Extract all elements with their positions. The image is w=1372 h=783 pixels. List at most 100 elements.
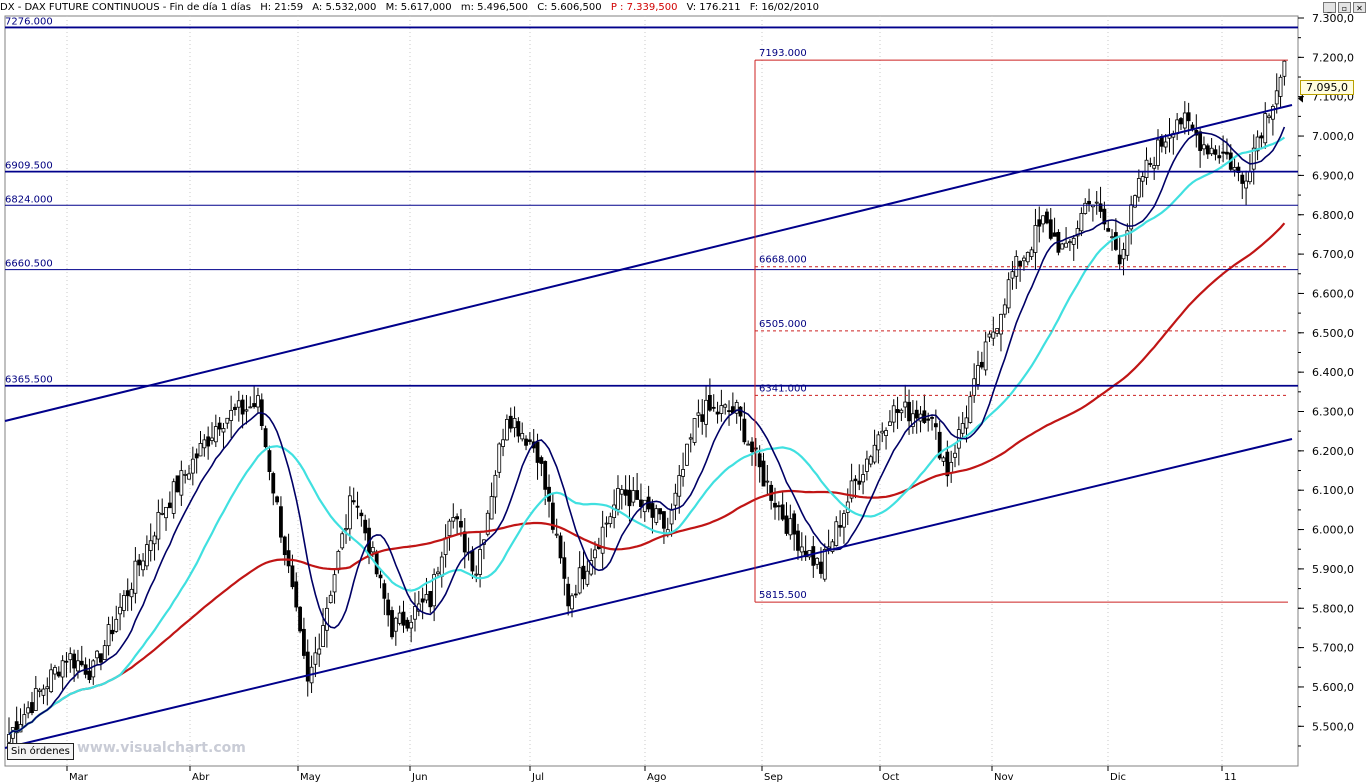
candle-body [570,595,574,610]
candle-body [459,520,463,528]
candle-body [382,583,387,599]
price-label: 5.900,0 [1312,563,1354,576]
month-label-Ago: Ago [647,772,666,783]
candle-body [635,490,640,500]
candle-body [715,411,720,415]
minimize-button[interactable]: _ [1323,2,1336,13]
candle-body [773,502,777,508]
candle-body [868,456,873,465]
candle-body [1179,118,1183,125]
candle-body [87,670,92,680]
max-label: M: 5.617,000 [385,2,452,13]
candle-body [439,556,444,577]
price-label: 5.600,0 [1312,681,1354,694]
month-label-Mar: Mar [69,772,89,783]
close-button[interactable]: ✕ [1353,2,1366,13]
candle-body [409,621,414,629]
candle-body [1087,200,1091,205]
candle-body [719,405,724,414]
candle-body [229,409,234,421]
candle-body [133,560,138,594]
candle-body [639,499,643,508]
candle-body [631,490,636,503]
month-label-11: 11 [1224,772,1237,783]
candle-body [1110,236,1114,239]
fib-high-label: 7193.000 [759,48,807,59]
candle-body [704,399,708,425]
candle-body [524,438,528,446]
candle-body [1106,228,1111,232]
candle-body [313,652,318,665]
candle-body [1274,90,1279,105]
candle-body [493,474,498,498]
horizontal-level-label-3: 6660.500 [5,259,53,270]
candle-body [33,688,38,711]
candle-body [543,461,548,490]
candle-body [765,480,770,483]
candle-body [1071,237,1076,245]
candle-body [504,419,509,441]
candle-body [355,505,360,508]
candle-body [910,413,915,427]
price-label: 6.200,0 [1312,445,1354,458]
candle-body [72,653,77,669]
candle-body [964,417,969,429]
watermark-text: www.visualchart.com [77,740,246,756]
candle-body [1198,131,1203,151]
month-label-Abr: Abr [192,772,210,783]
maximize-button[interactable]: ▫ [1338,2,1351,13]
candle-body [1037,219,1042,227]
candle-body [811,546,816,566]
candle-body [436,571,440,575]
candle-body [842,513,846,528]
candle-body [707,394,712,411]
price-label: 6.700,0 [1312,248,1354,261]
candle-body [190,458,195,474]
candle-body [891,405,896,423]
candle-body [14,721,19,734]
chart-header: DX - DAX FUTURE CONTINUOUS - Fin de día … [0,0,1298,16]
candle-body [681,469,685,477]
candle-body [1129,204,1134,230]
candle-body [443,537,448,555]
candle-body [688,437,693,440]
candle-body [799,546,804,553]
candle-body [256,395,260,408]
candle-body [1079,213,1084,232]
candle-body [240,399,245,415]
candle-body [853,478,858,482]
orders-status-button[interactable]: Sin órdenes [7,743,74,760]
upper-trend-line [4,104,1293,422]
candle-body [76,660,80,672]
candle-body [340,533,345,549]
candle-body [692,418,697,443]
candle-body [1205,145,1210,155]
candle-body [405,619,410,629]
horizontal-level-label-0: 7276.000 [5,16,53,27]
candle-body [141,560,145,571]
candle-body [451,517,456,522]
candle-body [363,519,368,534]
candle-body [1098,203,1103,212]
candle-body [1041,215,1045,225]
candle-body [95,650,99,659]
candle-body [1209,147,1214,155]
candle-body [937,431,942,459]
candle-body [148,540,153,551]
candle-body [1117,254,1122,265]
candle-body [623,489,628,496]
candle-body [1217,155,1222,159]
candle-body [983,341,988,371]
candle-body [520,433,525,440]
candle-body [1018,260,1023,267]
fib-level-label-1: 6505.000 [759,319,807,330]
candle-body [118,606,122,615]
price-label: 6.500,0 [1312,327,1354,340]
candle-body [723,404,728,408]
candle-body [577,567,582,594]
candle-body [110,629,115,635]
candle-body [1278,76,1283,97]
close-label: C: 5.606,500 [537,2,602,13]
candle-body [1255,136,1260,152]
